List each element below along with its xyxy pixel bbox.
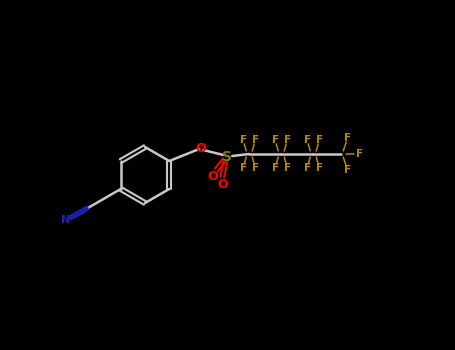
Text: O: O [195, 141, 206, 154]
Text: F: F [252, 163, 259, 173]
Text: F: F [240, 135, 247, 145]
Text: F: F [272, 135, 279, 145]
Text: F: F [356, 149, 363, 159]
Text: N: N [61, 215, 71, 225]
Text: F: F [316, 135, 323, 145]
Text: F: F [303, 163, 311, 173]
Text: O: O [217, 177, 228, 190]
Text: S: S [222, 150, 232, 164]
Text: F: F [303, 135, 311, 145]
Text: F: F [252, 135, 259, 145]
Text: F: F [283, 163, 291, 173]
Text: F: F [283, 135, 291, 145]
Text: F: F [344, 165, 351, 175]
Text: F: F [272, 163, 279, 173]
Text: F: F [344, 133, 351, 143]
Text: F: F [316, 163, 323, 173]
Text: F: F [240, 163, 247, 173]
Text: O: O [207, 170, 217, 183]
